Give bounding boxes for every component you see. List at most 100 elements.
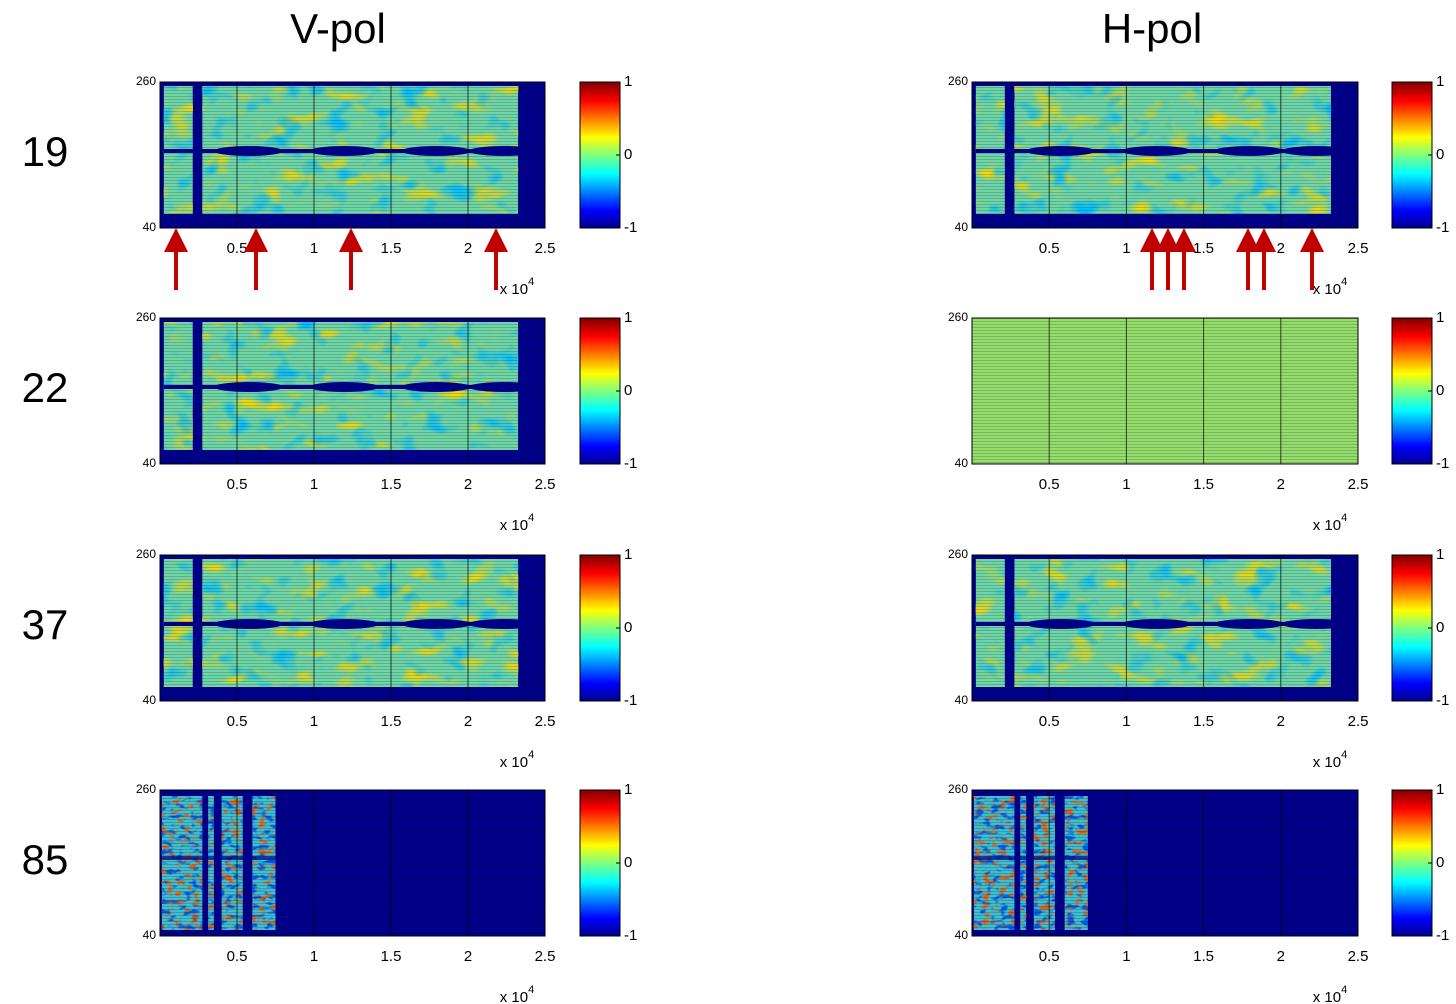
- heatmap-stripes: [160, 790, 545, 936]
- x-multiplier-base: x 10: [500, 517, 528, 534]
- heatmap-image: [972, 318, 1358, 464]
- colorbar: [1391, 789, 1433, 937]
- x-tick-label: 2: [1277, 713, 1285, 730]
- x-tick-label: 2: [464, 240, 472, 257]
- x-tick-label: 1.5: [381, 948, 402, 965]
- colorbar-tick-label: -1: [1436, 692, 1449, 709]
- x-tick-label: 1.5: [381, 713, 402, 730]
- x-tick-label: 0.5: [1039, 713, 1060, 730]
- x-tick-label: 2.5: [1348, 240, 1369, 257]
- x-tick-label: 2.5: [1348, 948, 1369, 965]
- heatmap-stripes: [972, 790, 1358, 936]
- colorbar-tick-label: 0: [624, 146, 632, 163]
- y-tick-label: 40: [955, 220, 969, 234]
- arrow-head: [1236, 228, 1260, 252]
- colorbar: [579, 81, 621, 229]
- x-tick-label: 0.5: [1039, 476, 1060, 493]
- row-label: 37: [22, 601, 69, 648]
- x-tick-label: 1: [1122, 240, 1130, 257]
- x-tick-label: 1.5: [381, 240, 402, 257]
- colorbar: [1391, 81, 1433, 229]
- colorbar-tick-label: 1: [624, 309, 632, 326]
- y-tick-label: 260: [948, 782, 968, 796]
- arrow-head: [1172, 228, 1196, 252]
- y-tick-label: 40: [143, 693, 157, 707]
- x-multiplier: x 104: [1313, 984, 1347, 1004]
- arrow-head: [339, 228, 363, 252]
- x-multiplier-base: x 10: [1313, 517, 1341, 534]
- heatmap-image: [160, 555, 545, 701]
- x-tick-label: 1.5: [1193, 713, 1214, 730]
- colorbar: [579, 789, 621, 937]
- heatmap-image: [972, 82, 1358, 228]
- x-multiplier: x 104: [500, 984, 534, 1004]
- y-tick-label: 260: [948, 74, 968, 88]
- x-multiplier: x 104: [1313, 276, 1347, 298]
- heatmap-image: [972, 790, 1358, 936]
- colorbar-tick-label: 0: [1436, 382, 1444, 399]
- arrow-head: [1140, 228, 1164, 252]
- x-multiplier-exponent: 4: [1341, 984, 1347, 996]
- heatmap-stripes: [972, 318, 1358, 464]
- x-multiplier-exponent: 4: [528, 984, 534, 996]
- colorbar-tick-label: 1: [624, 73, 632, 90]
- y-tick-label: 260: [948, 310, 968, 324]
- x-tick-label: 0.5: [227, 948, 248, 965]
- colorbar-tick-label: 1: [1436, 546, 1444, 563]
- x-tick-label: 1: [310, 240, 318, 257]
- x-tick-label: 2.5: [1348, 476, 1369, 493]
- y-tick-label: 260: [136, 782, 156, 796]
- x-tick-label: 1.5: [1193, 240, 1214, 257]
- row-label: 19: [22, 128, 69, 175]
- colorbar: [1391, 317, 1433, 465]
- colorbar: [579, 317, 621, 465]
- x-tick-label: 0.5: [227, 476, 248, 493]
- row-label: 22: [22, 364, 69, 411]
- y-tick-label: 260: [136, 547, 156, 561]
- y-tick-label: 260: [136, 74, 156, 88]
- x-multiplier-exponent: 4: [528, 512, 534, 524]
- colorbar-tick-label: -1: [1436, 455, 1449, 472]
- x-multiplier: x 104: [500, 749, 534, 771]
- x-multiplier-base: x 10: [1313, 989, 1341, 1004]
- colorbar: [1391, 554, 1433, 702]
- x-multiplier-base: x 10: [1313, 281, 1341, 298]
- y-tick-label: 260: [136, 310, 156, 324]
- arrow-head: [244, 228, 268, 252]
- x-tick-label: 2.5: [535, 240, 556, 257]
- y-tick-label: 40: [143, 456, 157, 470]
- colorbar-tick-label: -1: [624, 455, 637, 472]
- heatmap-stripes: [160, 318, 545, 464]
- arrow-head: [1300, 228, 1324, 252]
- colorbar-tick-label: 1: [1436, 309, 1444, 326]
- arrow-head: [484, 228, 508, 252]
- x-tick-label: 1.5: [381, 476, 402, 493]
- x-tick-label: 1: [310, 476, 318, 493]
- x-tick-label: 1: [1122, 713, 1130, 730]
- x-tick-label: 1.5: [1193, 948, 1214, 965]
- x-multiplier-base: x 10: [500, 989, 528, 1004]
- x-tick-label: 1.5: [1193, 476, 1214, 493]
- colorbar-tick-label: 0: [1436, 146, 1444, 163]
- x-tick-label: 2: [464, 713, 472, 730]
- colorbar-tick-label: -1: [624, 692, 637, 709]
- x-tick-label: 2: [464, 476, 472, 493]
- x-multiplier-base: x 10: [500, 754, 528, 771]
- x-tick-label: 0.5: [227, 240, 248, 257]
- x-tick-label: 2.5: [1348, 713, 1369, 730]
- y-tick-label: 40: [143, 220, 157, 234]
- heatmap-stripes: [160, 82, 545, 228]
- colorbar-tick-label: -1: [624, 927, 637, 944]
- heatmap-image: [972, 555, 1358, 701]
- arrow-head: [1156, 228, 1180, 252]
- x-tick-label: 2: [464, 948, 472, 965]
- heatmap-image: [160, 82, 545, 228]
- x-tick-label: 2: [1277, 476, 1285, 493]
- x-tick-label: 2: [1277, 948, 1285, 965]
- x-multiplier: x 104: [500, 512, 534, 534]
- colorbar-tick-label: 1: [1436, 781, 1444, 798]
- x-multiplier: x 104: [500, 276, 534, 298]
- y-tick-label: 40: [955, 928, 969, 942]
